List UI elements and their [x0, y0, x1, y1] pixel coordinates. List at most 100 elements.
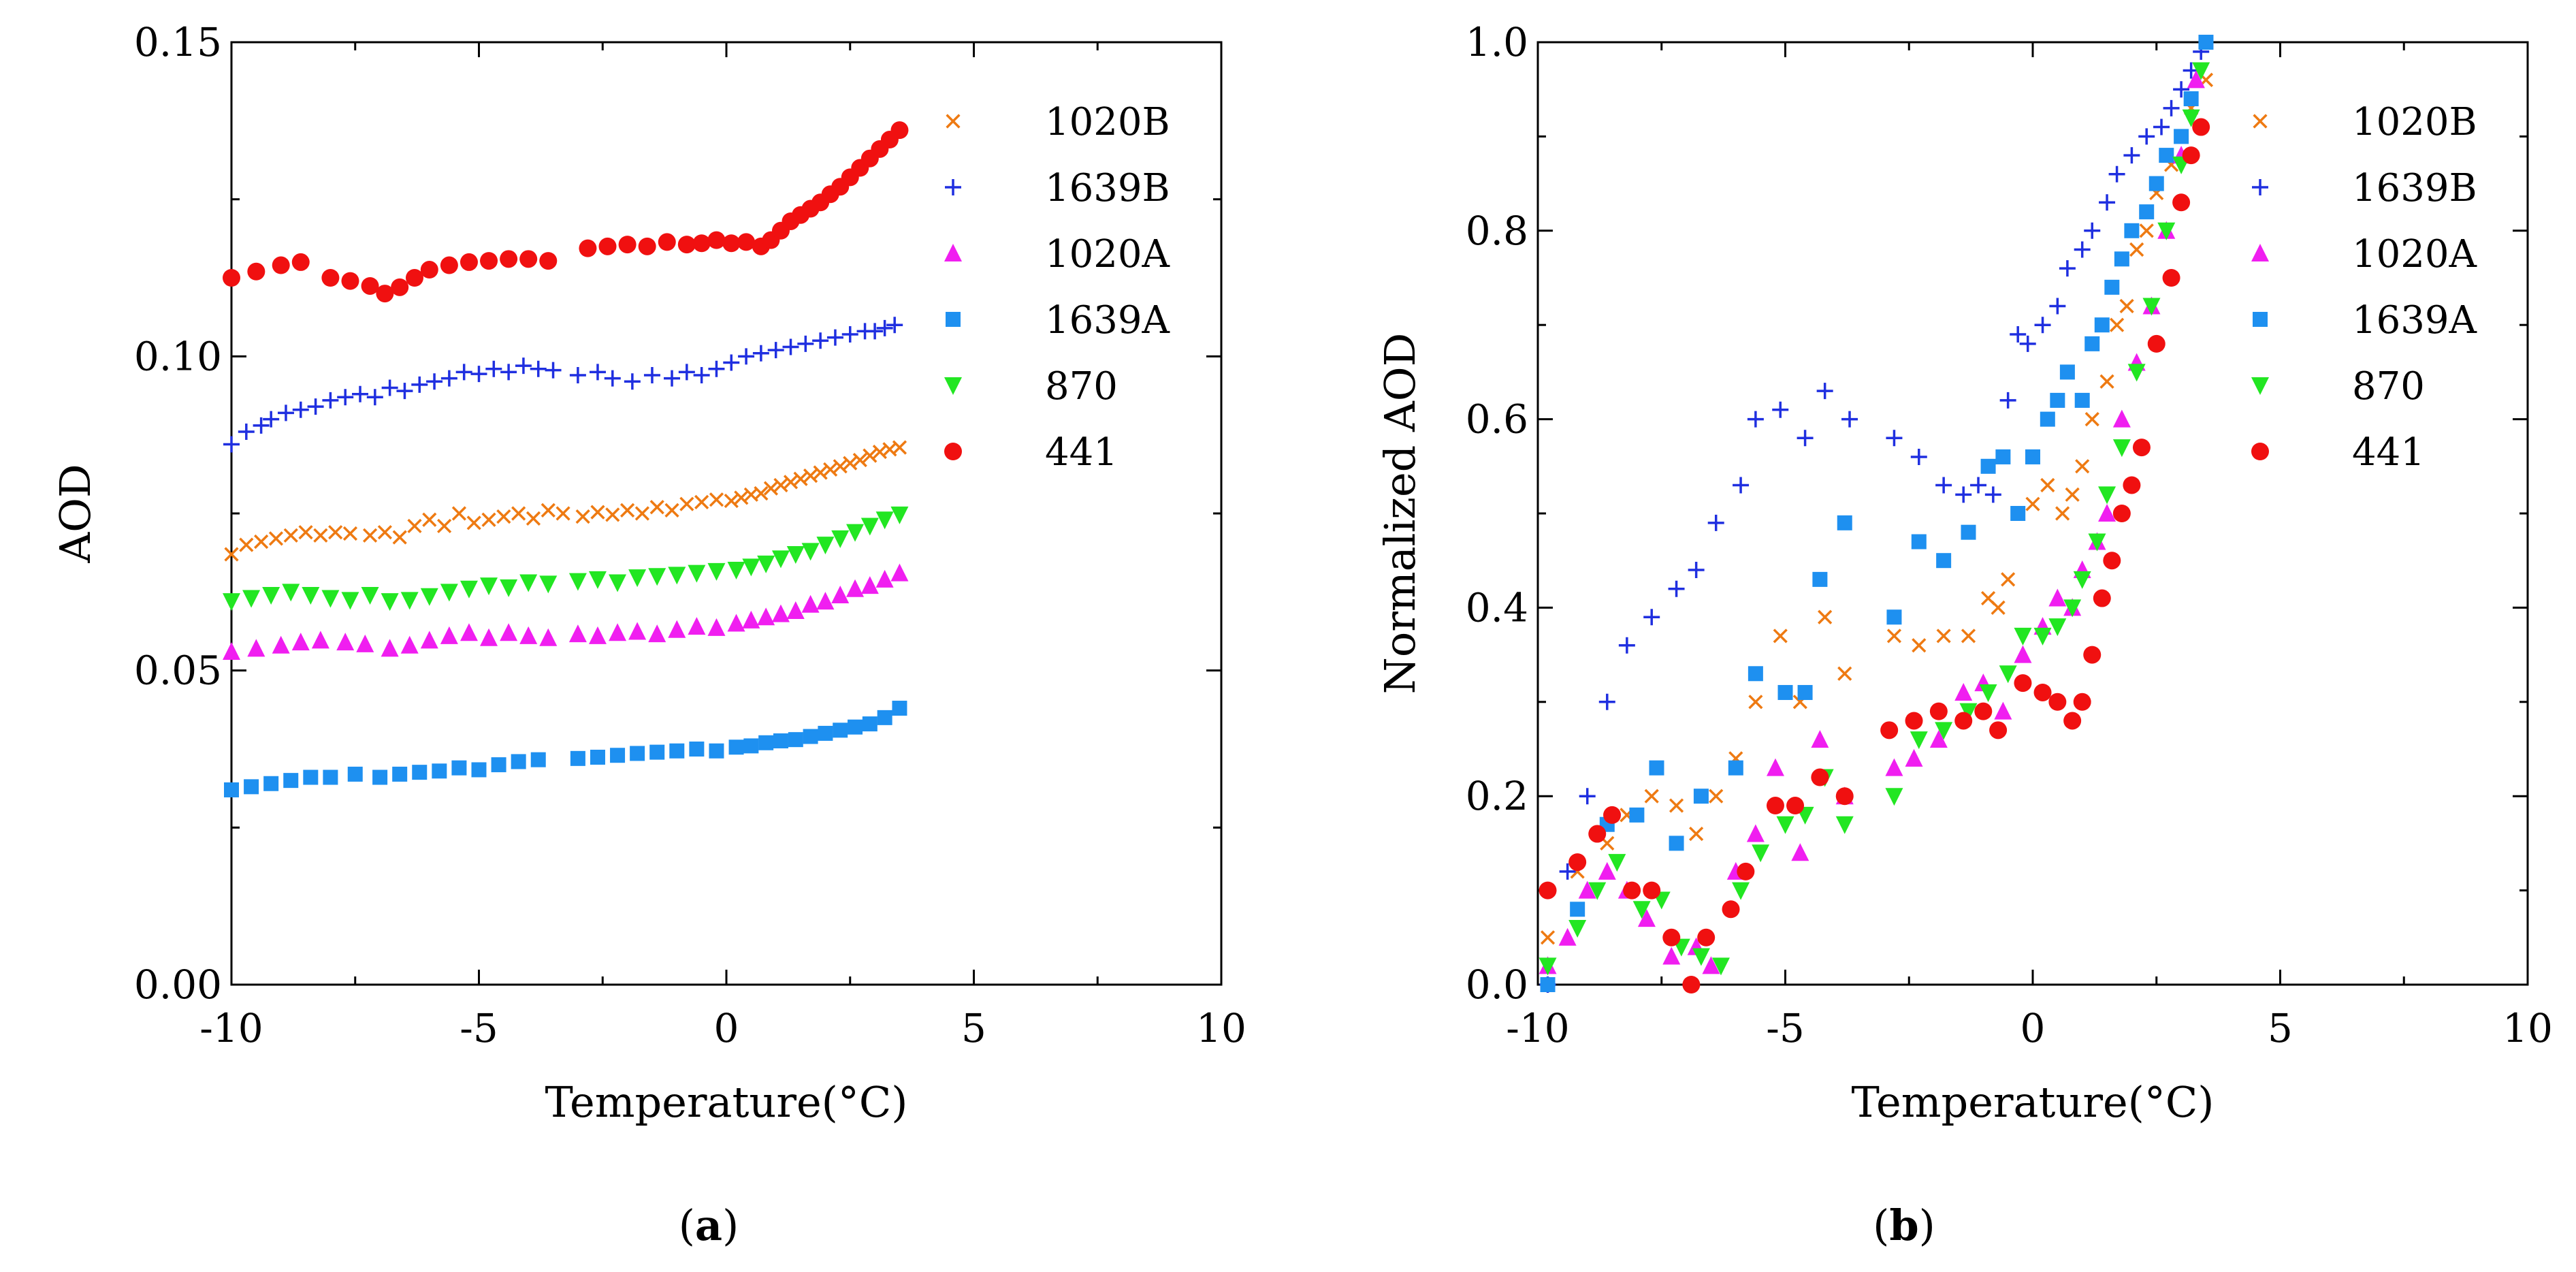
data-point-1639A-a [669, 743, 685, 759]
data-point-441-a [890, 121, 909, 140]
data-point-870-b [2063, 599, 2082, 618]
y-tick-label-a: 0.10 [134, 333, 222, 379]
x-tick-label-a: -5 [460, 1005, 498, 1051]
data-point-1639B-b [2074, 241, 2091, 258]
data-point-441-a [440, 256, 458, 274]
data-point-1639B-a [223, 436, 240, 453]
data-point-870-a [727, 562, 745, 580]
data-point-1020B-b [1644, 789, 1659, 804]
data-point-1639B-a [841, 326, 858, 343]
data-point-870-b [1632, 901, 1651, 919]
data-point-1639A-a [773, 733, 788, 749]
data-point-870-a [420, 588, 438, 606]
x-tick-label-a: 0 [714, 1005, 739, 1051]
data-point-870-a [302, 586, 320, 605]
data-point-1639B-a [752, 345, 769, 362]
data-point-1020A-b [1637, 909, 1656, 927]
data-point-1639B-b [1643, 609, 1660, 626]
data-point-1639B-a [322, 392, 339, 409]
x-tick-label-b: 10 [2502, 1005, 2553, 1051]
data-point-870-b [1588, 882, 1607, 900]
data-point-1639B-a [440, 370, 457, 387]
data-point-1639A-a [347, 766, 363, 782]
data-point-1639B-a [569, 367, 586, 384]
data-point-1639A-a [570, 750, 585, 766]
data-point-1020A-a [727, 614, 745, 632]
data-point-1020B-b [1818, 609, 1833, 624]
data-point-1020A-a [816, 592, 835, 610]
data-point-1020B-a [422, 512, 437, 527]
data-point-1020B-a [511, 506, 526, 521]
y-axis-label-b: Normalized AOD [1375, 333, 1425, 695]
data-point-1639A-a [610, 748, 626, 763]
data-point-1020A-a [801, 594, 820, 613]
data-point-441-a [460, 253, 478, 271]
data-point-441-b [2014, 674, 2032, 693]
data-point-1639A-b [2114, 251, 2129, 267]
data-point-1020B-a [634, 506, 650, 521]
data-point-1020A-b [1954, 682, 1973, 701]
data-point-441-b [1588, 825, 1607, 843]
data-point-870-a [400, 592, 419, 610]
data-point-1639A-b [2094, 317, 2110, 333]
data-point-870-a [223, 593, 240, 611]
data-point-1020B-a [496, 509, 511, 524]
data-point-1020A-a [860, 576, 879, 594]
data-point-870-a [539, 575, 558, 594]
panel-a: -10 -5 0 5 100.000.050.100.15 1020B1639B1020… [50, 19, 1246, 1250]
data-point-441-a [480, 252, 498, 270]
data-point-441-a [539, 252, 558, 270]
data-point-441-b [2063, 712, 2082, 730]
data-point-870-a [648, 568, 666, 586]
data-point-1020B-a [605, 507, 620, 522]
data-point-870-b [2157, 222, 2176, 240]
data-point-441-b [2083, 646, 2102, 664]
data-point-1020B-a [724, 493, 739, 509]
data-point-1020A-a [831, 585, 850, 603]
data-point-870-a [500, 579, 518, 597]
data-point-1639A-a [372, 769, 388, 785]
data-point-1639B-b [1747, 411, 1764, 428]
data-point-870-a [801, 543, 820, 561]
ticks-a: -10 -5 0 5 10 0.00 0.05 0.10 0.15 [134, 19, 1246, 1051]
data-point-870-a [381, 593, 399, 611]
data-point-441-b [2093, 589, 2111, 607]
data-point-1639B-b [2034, 317, 2051, 334]
data-point-870-b [2098, 486, 2116, 505]
data-point-1020B-a [392, 530, 407, 545]
data-point-441-b [1643, 881, 1661, 900]
data-point-1020A-a [875, 569, 894, 588]
data-point-870-a [282, 584, 300, 602]
panel-b: -10 -5 0 5 100.00.20.40.60.81.0 1020B1639B10… [1375, 19, 2553, 1250]
data-point-1020A-b [1885, 758, 1903, 776]
data-point-1639B-a [396, 383, 413, 400]
data-point-441-b [2033, 683, 2052, 701]
data-point-1639B-a [366, 389, 383, 406]
data-point-1639B-a [693, 367, 710, 384]
data-point-441-a [272, 256, 290, 274]
data-point-1020A-b [1929, 730, 1948, 748]
data-point-1020B-a [298, 525, 313, 540]
data-point-1020A-a [628, 622, 647, 640]
data-point-1639B-b [1816, 383, 1833, 400]
data-point-1639A-b [2050, 392, 2065, 408]
data-point-441-b [1929, 702, 1948, 720]
data-point-1639A-a [848, 719, 863, 735]
data-point-1639B-b [1999, 392, 2016, 409]
data-point-1020A-b [2112, 409, 2131, 428]
data-point-1020B-b [2040, 477, 2055, 493]
data-point-1639A-b [1777, 684, 1793, 700]
data-point-1020B-b [1748, 695, 1763, 710]
data-point-1639A-b [2059, 364, 2075, 380]
data-point-1020A-a [688, 617, 706, 635]
data-point-441-b [2073, 693, 2091, 711]
data-point-1639B-b [1598, 693, 1615, 710]
data-point-870-b [1539, 957, 1557, 976]
data-point-1020B-b [1886, 629, 1902, 643]
y-tick-label-b: 0.6 [1466, 396, 1528, 443]
legend-marker-441-b [2251, 443, 2269, 460]
data-point-1639A-a [244, 779, 259, 795]
data-point-870-b [1732, 882, 1750, 900]
data-point-1020A-a [400, 635, 419, 654]
data-point-1639B-a [886, 317, 903, 334]
